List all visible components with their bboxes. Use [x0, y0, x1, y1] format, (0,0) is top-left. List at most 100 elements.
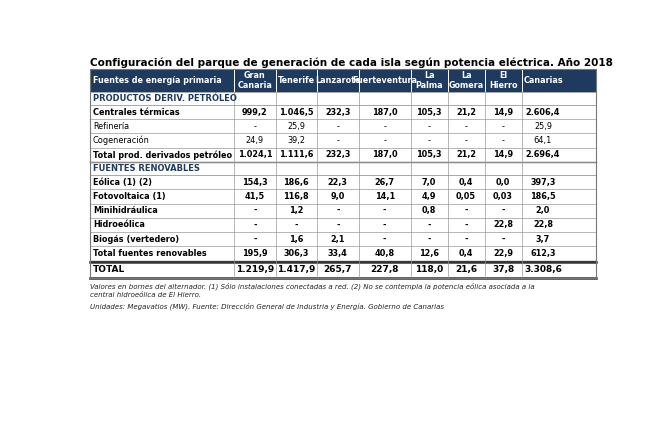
Text: 21,2: 21,2	[456, 108, 476, 117]
Text: -: -	[427, 235, 431, 244]
Text: 21,6: 21,6	[455, 265, 477, 274]
Text: Minihidráulica: Minihidráulica	[93, 206, 158, 215]
Text: -: -	[294, 220, 298, 229]
Text: 2.606,4: 2.606,4	[526, 108, 560, 117]
Text: 612,3: 612,3	[531, 249, 556, 258]
Text: Valores en bornes del alternador. (1) Sólo instalaciones conectadas a red. (2) N: Valores en bornes del alternador. (1) Só…	[90, 283, 535, 290]
Text: 24,9: 24,9	[246, 136, 264, 145]
Text: 26,7: 26,7	[375, 178, 395, 187]
Bar	[90, 246, 596, 260]
Text: 12,6: 12,6	[419, 249, 439, 258]
Bar	[90, 105, 596, 119]
Text: 41,5: 41,5	[245, 192, 265, 201]
Bar	[90, 175, 596, 189]
Text: -: -	[383, 122, 386, 131]
Text: 116,8: 116,8	[284, 192, 309, 201]
Text: 105,3: 105,3	[416, 150, 442, 159]
Bar	[90, 162, 596, 175]
Text: Total prod. derivados petróleo: Total prod. derivados petróleo	[93, 150, 232, 159]
Text: Unidades: Megavatios (MW). Fuente: Dirección General de Industria y Energía. Gob: Unidades: Megavatios (MW). Fuente: Direc…	[90, 302, 444, 310]
Text: 25,9: 25,9	[534, 122, 552, 131]
Text: -: -	[427, 136, 431, 145]
Text: 1,6: 1,6	[289, 235, 304, 244]
Text: Cogeneración: Cogeneración	[93, 136, 150, 145]
Text: 999,2: 999,2	[242, 108, 268, 117]
Text: Tenerife: Tenerife	[278, 76, 315, 85]
Text: Eólica (1) (2): Eólica (1) (2)	[93, 178, 152, 187]
Text: 4,9: 4,9	[422, 192, 436, 201]
Text: -: -	[465, 122, 468, 131]
Text: Hidroeólica: Hidroeólica	[93, 220, 145, 229]
Text: 9,0: 9,0	[330, 192, 345, 201]
Text: 195,9: 195,9	[242, 249, 268, 258]
Text: 187,0: 187,0	[372, 150, 397, 159]
Text: 118,0: 118,0	[415, 265, 444, 274]
Text: 37,8: 37,8	[492, 265, 514, 274]
Text: -: -	[253, 206, 256, 215]
Text: -: -	[464, 220, 468, 229]
Text: 22,9: 22,9	[493, 249, 513, 258]
Text: -: -	[427, 220, 431, 229]
Text: Configuración del parque de generación de cada isla según potencia eléctrica. Añ: Configuración del parque de generación d…	[90, 58, 613, 69]
Text: -: -	[464, 235, 468, 244]
Bar	[90, 133, 596, 148]
Text: La
Gomera: La Gomera	[448, 70, 484, 90]
Text: 22,8: 22,8	[533, 220, 553, 229]
Bar	[90, 92, 596, 105]
Text: 187,0: 187,0	[372, 108, 397, 117]
Text: 2.696,4: 2.696,4	[526, 150, 560, 159]
Text: 1.219,9: 1.219,9	[235, 265, 274, 274]
Text: 2,1: 2,1	[330, 235, 345, 244]
Text: -: -	[465, 136, 468, 145]
Text: 14,9: 14,9	[493, 108, 513, 117]
Text: -: -	[427, 122, 431, 131]
Text: 227,8: 227,8	[371, 265, 399, 274]
Text: 105,3: 105,3	[416, 108, 442, 117]
Text: FUENTES RENOVABLES: FUENTES RENOVABLES	[93, 164, 200, 173]
Bar	[90, 203, 596, 218]
Text: -: -	[502, 136, 504, 145]
Bar	[90, 218, 596, 232]
Text: 1.417,9: 1.417,9	[277, 265, 316, 274]
Text: -: -	[464, 206, 468, 215]
Text: 186,5: 186,5	[531, 192, 556, 201]
Text: 40,8: 40,8	[375, 249, 395, 258]
Text: 39,2: 39,2	[287, 136, 305, 145]
Text: 64,1: 64,1	[534, 136, 552, 145]
Text: 0,8: 0,8	[422, 206, 436, 215]
Text: 186,6: 186,6	[284, 178, 309, 187]
Text: 14,9: 14,9	[493, 150, 513, 159]
Text: -: -	[383, 206, 387, 215]
Text: Biogás (vertedero): Biogás (vertedero)	[93, 235, 179, 244]
Text: -: -	[501, 206, 505, 215]
Text: 232,3: 232,3	[325, 108, 351, 117]
Text: 306,3: 306,3	[284, 249, 309, 258]
Text: 1.111,6: 1.111,6	[279, 150, 314, 159]
Text: Fotovoltaica (1): Fotovoltaica (1)	[93, 192, 165, 201]
Text: -: -	[383, 220, 387, 229]
Text: -: -	[253, 235, 256, 244]
Text: Fuentes de energía primaria: Fuentes de energía primaria	[93, 76, 221, 85]
Text: Refinería: Refinería	[93, 122, 129, 131]
Text: -: -	[337, 122, 339, 131]
Text: 22,8: 22,8	[493, 220, 513, 229]
Text: 0,05: 0,05	[456, 192, 476, 201]
Text: PRODUCTOS DERIV. PETRÓLEO: PRODUCTOS DERIV. PETRÓLEO	[93, 94, 237, 103]
Bar	[90, 262, 596, 278]
Text: -: -	[383, 235, 387, 244]
Text: El
Hierro: El Hierro	[489, 70, 517, 90]
Text: Canarias: Canarias	[523, 76, 563, 85]
Bar	[90, 232, 596, 246]
Text: 21,2: 21,2	[456, 150, 476, 159]
Text: Centrales térmicas: Centrales térmicas	[93, 108, 180, 117]
Text: 1,2: 1,2	[289, 206, 304, 215]
Bar	[90, 69, 596, 92]
Text: 7,0: 7,0	[422, 178, 436, 187]
Text: 232,3: 232,3	[325, 150, 351, 159]
Text: 1.024,1: 1.024,1	[237, 150, 272, 159]
Text: Fuerteventura: Fuerteventura	[352, 76, 417, 85]
Text: central hidroeólica de El Hierro.: central hidroeólica de El Hierro.	[90, 292, 201, 298]
Text: 0,03: 0,03	[493, 192, 513, 201]
Text: -: -	[254, 122, 256, 131]
Text: -: -	[501, 235, 505, 244]
